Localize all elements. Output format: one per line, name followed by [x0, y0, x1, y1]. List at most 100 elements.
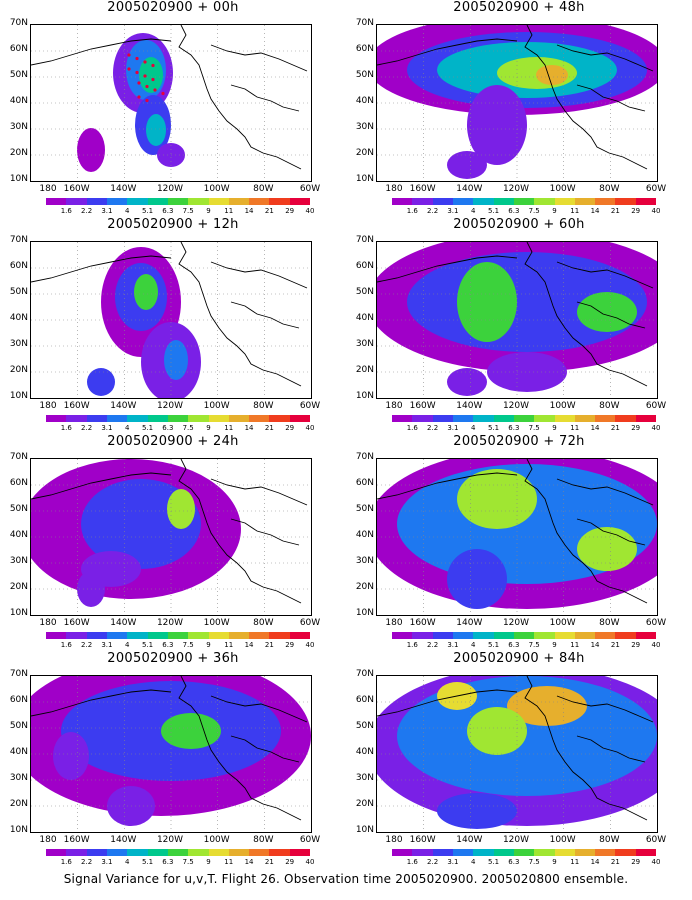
- latitude-label: 70N: [9, 235, 28, 245]
- longitude-label: 180: [39, 401, 57, 411]
- colorbar-swatch: [86, 415, 107, 422]
- colorbar-label: 5.1: [487, 858, 500, 866]
- colorbar-label: 3.1: [447, 858, 459, 866]
- longitude-label: 80W: [599, 184, 620, 194]
- contour-region: [161, 713, 221, 749]
- colorbar-swatch: [432, 198, 453, 205]
- latitude-label: 70N: [9, 669, 28, 679]
- longitude-label: 120W: [502, 835, 530, 845]
- colorbar-swatch: [432, 415, 453, 422]
- colorbar-swatch: [106, 849, 128, 856]
- colorbar-label: 1.6: [60, 858, 72, 866]
- latitude-label: 70N: [355, 452, 374, 462]
- colorbar-label: 7.5: [528, 207, 540, 215]
- variance-field: [377, 242, 657, 398]
- latitude-label: 30N: [355, 556, 374, 566]
- colorbar-label: 3.1: [101, 641, 113, 649]
- contour-region: [164, 340, 188, 380]
- colorbar: [392, 632, 657, 639]
- variance-field: [377, 676, 657, 832]
- contour-region: [577, 527, 637, 571]
- colorbar-swatch: [147, 849, 168, 856]
- latitude-label: 50N: [355, 287, 374, 297]
- longitude-label: 60W: [645, 401, 667, 411]
- colorbar-swatch: [493, 849, 514, 856]
- colorbar-swatch: [513, 849, 535, 856]
- colorbar-swatch: [412, 849, 433, 856]
- longitude-label: 120W: [156, 184, 184, 194]
- colorbar-label: 21: [610, 641, 620, 649]
- colorbar-swatch: [127, 415, 148, 422]
- latitude-label: 10N: [355, 174, 374, 184]
- longitude-label: 180: [385, 184, 403, 194]
- latitude-label: 10N: [9, 174, 28, 184]
- latitude-label: 10N: [9, 825, 28, 835]
- longitude-label: 160W: [409, 618, 436, 628]
- colorbar-swatch: [127, 632, 148, 639]
- colorbar-swatch: [167, 849, 189, 856]
- colorbar-swatch: [289, 415, 311, 422]
- longitude-label: 120W: [502, 184, 530, 194]
- variance-field: [377, 459, 657, 615]
- colorbar-label: 4: [470, 424, 476, 432]
- variance-field: [31, 25, 311, 181]
- colorbar-label: 3.1: [447, 207, 459, 215]
- map-plot-area: [376, 24, 658, 182]
- colorbar-label: 7.5: [528, 424, 540, 432]
- latitude-label: 20N: [9, 582, 28, 592]
- map-plot-area: [376, 241, 658, 399]
- colorbar-swatch: [46, 415, 67, 422]
- colorbar-label: 14: [244, 207, 254, 215]
- longitude-label: 80W: [253, 184, 274, 194]
- longitude-label: 140W: [456, 835, 483, 845]
- colorbar-swatch: [615, 632, 636, 639]
- colorbar-label: 11: [570, 858, 580, 866]
- panel-title: 2005020900 + 60h: [453, 217, 585, 232]
- latitude-label: 40N: [9, 747, 28, 757]
- colorbar-label: 6.3: [508, 858, 520, 866]
- colorbar-swatch: [167, 415, 189, 422]
- map-panel: 2005020900 + 36h 70N 60N 50N 40N 30N 20N 10N 180…: [0, 651, 346, 867]
- colorbar-label: 7.5: [528, 858, 540, 866]
- latitude-label: 30N: [9, 773, 28, 783]
- latitude-label: 60N: [9, 261, 28, 271]
- latitude-label: 70N: [355, 235, 374, 245]
- longitude-label: 180: [39, 618, 57, 628]
- map-panel: 2005020900 + 60h 70N 60N 50N 40N 30N 20N 10N 180…: [346, 217, 692, 433]
- colorbar-label: 9: [206, 858, 211, 866]
- contour-region: [87, 368, 115, 396]
- contour-region: [167, 489, 195, 529]
- longitude-label: 160W: [409, 835, 436, 845]
- colorbar-swatch: [473, 849, 494, 856]
- longitude-label: 80W: [599, 401, 620, 411]
- longitude-label: 160W: [63, 618, 90, 628]
- latitude-label: 10N: [355, 608, 374, 618]
- colorbar-swatch: [127, 198, 148, 205]
- colorbar-swatch: [473, 632, 494, 639]
- colorbar-swatch: [147, 415, 168, 422]
- colorbar-label: 21: [264, 207, 274, 215]
- colorbar-swatch: [412, 198, 433, 205]
- contour-region: [467, 85, 527, 165]
- longitude-label: 60W: [299, 618, 321, 628]
- colorbar-label: 6.3: [162, 424, 174, 432]
- colorbar-swatch: [452, 198, 474, 205]
- colorbar-swatch: [595, 415, 616, 422]
- colorbar-swatch: [493, 198, 514, 205]
- latitude-label: 60N: [9, 478, 28, 488]
- colorbar-swatch: [46, 632, 67, 639]
- colorbar-swatch: [574, 415, 596, 422]
- longitude-label: 100W: [549, 184, 576, 194]
- colorbar-label: 9: [552, 641, 557, 649]
- colorbar: [46, 632, 311, 639]
- map-plot-area: [30, 241, 312, 399]
- colorbar-swatch: [534, 849, 555, 856]
- colorbar-label: 5.1: [141, 424, 154, 432]
- colorbar-swatch: [635, 198, 657, 205]
- latitude-label: 60N: [355, 44, 374, 54]
- colorbar-swatch: [249, 198, 270, 205]
- colorbar-swatch: [188, 849, 209, 856]
- colorbar-swatch: [513, 198, 535, 205]
- colorbar-swatch: [534, 198, 555, 205]
- colorbar-swatch: [66, 849, 87, 856]
